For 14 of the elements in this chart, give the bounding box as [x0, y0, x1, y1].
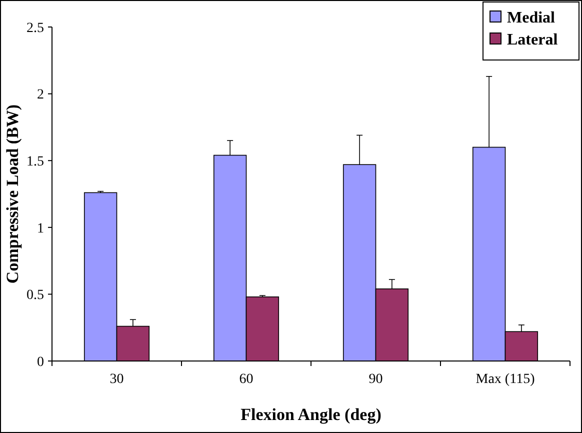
legend-label: Lateral — [507, 32, 558, 49]
x-axis-title: Flexion Angle (deg) — [240, 405, 382, 424]
x-tick-label: 60 — [239, 372, 254, 387]
y-tick-label: 1 — [37, 221, 44, 236]
y-tick-label: 1.5 — [26, 154, 44, 170]
legend-label: Medial — [507, 10, 556, 27]
x-tick-label: 90 — [368, 372, 383, 387]
x-tick-label: Max (115) — [476, 372, 536, 387]
y-tick-label: 2.5 — [26, 20, 44, 36]
y-tick-label: 0 — [37, 354, 44, 370]
x-tick-label: 30 — [110, 372, 124, 387]
y-axis-title: Compressive Load (BW) — [3, 104, 22, 284]
y-tick-label: 2 — [37, 88, 44, 103]
y-tick-label: 0.5 — [26, 288, 44, 304]
